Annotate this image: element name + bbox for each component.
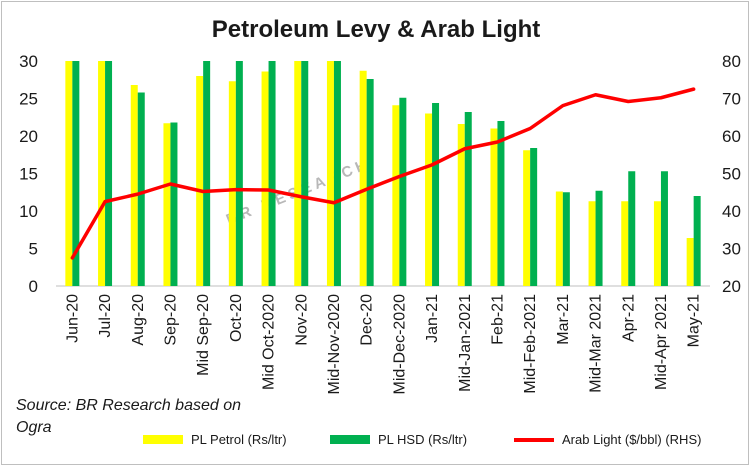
bar-hsd — [366, 79, 374, 286]
x-category-label: Mid-Dec-2020 — [391, 294, 408, 395]
source-line-2: Ogra — [16, 419, 52, 436]
x-category-label: Mid-Nov-2020 — [326, 294, 343, 395]
y-right-tick-label: 70 — [722, 90, 741, 109]
y-left-tick-label: 0 — [29, 277, 38, 296]
bar-hsd — [464, 112, 472, 286]
legend-label-hsd: PL HSD (Rs/ltr) — [378, 432, 468, 447]
bar-hsd — [530, 148, 538, 286]
x-category-label: Mid-Mar 2021 — [588, 294, 605, 393]
bar-petrol — [228, 81, 236, 286]
x-category-label: Mid-Jan-2021 — [457, 294, 474, 392]
x-category-label: Jul-20 — [97, 294, 114, 338]
source-line-1: Source: BR Research based on — [16, 397, 242, 414]
bar-petrol — [490, 128, 498, 286]
y-left-tick-label: 30 — [19, 52, 38, 71]
x-category-label: Sep-20 — [162, 294, 179, 346]
x-category-label: May-21 — [686, 294, 703, 347]
legend-swatch-petrol — [143, 435, 183, 444]
x-category-label: Jan-21 — [424, 294, 441, 343]
y-left-tick-label: 5 — [29, 240, 38, 259]
x-category-label: Oct-20 — [228, 294, 245, 342]
bar-petrol — [98, 61, 106, 286]
bar-petrol — [294, 61, 302, 286]
bar-petrol — [163, 123, 171, 286]
bar-petrol — [653, 201, 661, 286]
bar-hsd — [203, 61, 211, 286]
bar-hsd — [105, 61, 113, 286]
chart-title: Petroleum Levy & Arab Light — [211, 16, 541, 43]
bar-hsd — [399, 97, 407, 286]
bar-petrol — [326, 61, 334, 286]
bar-hsd — [660, 171, 668, 286]
y-right-tick-label: 40 — [722, 202, 741, 221]
y-left-tick-label: 15 — [19, 165, 38, 184]
bar-petrol — [130, 85, 138, 286]
bar-hsd — [693, 196, 701, 286]
y-right-tick-label: 80 — [722, 52, 741, 71]
y-right-tick-label: 20 — [722, 277, 741, 296]
bar-petrol — [457, 124, 465, 286]
bar-petrol — [65, 61, 73, 286]
x-category-label: Apr-21 — [620, 294, 637, 342]
bar-hsd — [268, 61, 276, 286]
y-left-tick-label: 20 — [19, 127, 38, 146]
legend-swatch-arab-light — [514, 437, 554, 442]
y-left-tick-label: 10 — [19, 202, 38, 221]
bar-hsd — [301, 61, 309, 286]
bar-hsd — [235, 61, 243, 286]
x-category-label: Nov-20 — [293, 294, 310, 346]
bar-hsd — [628, 171, 636, 286]
x-category-label: Mid-Apr 2021 — [653, 294, 670, 390]
bar-petrol — [588, 201, 596, 286]
bar-hsd — [137, 92, 145, 286]
legend-item-petrol: PL Petrol (Rs/ltr) — [143, 432, 287, 447]
bar-hsd — [595, 190, 603, 286]
x-category-label: Mar-21 — [555, 294, 572, 345]
x-category-label: Aug-20 — [130, 294, 147, 346]
bar-hsd — [562, 192, 570, 286]
legend-swatch-hsd — [330, 435, 370, 444]
bar-hsd — [432, 103, 440, 286]
x-category-label: Jun-20 — [64, 294, 81, 343]
bar-petrol — [523, 150, 531, 286]
bar-petrol — [621, 201, 629, 286]
legend-item-arab-light: Arab Light ($/bbl) (RHS) — [514, 432, 701, 447]
bar-hsd — [170, 122, 178, 286]
bar-hsd — [333, 61, 341, 286]
legend-label-arab-light: Arab Light ($/bbl) (RHS) — [562, 432, 702, 447]
bar-petrol — [425, 113, 433, 286]
y-right-tick-label: 60 — [722, 127, 741, 146]
x-category-label: Mid Sep-20 — [195, 294, 212, 376]
bar-petrol — [555, 191, 563, 286]
x-category-label: Mid Oct-2020 — [261, 294, 278, 390]
bar-hsd — [72, 61, 80, 286]
bar-petrol — [261, 71, 269, 286]
legend-label-petrol: PL Petrol (Rs/ltr) — [191, 432, 287, 447]
bar-petrol — [359, 70, 367, 286]
source-note: Source: BR Research based on Ogra — [16, 395, 256, 439]
y-right-tick-label: 30 — [722, 240, 741, 259]
bar-petrol — [392, 105, 400, 286]
x-category-label: Feb-21 — [489, 294, 506, 345]
x-category-label: Dec-20 — [359, 294, 376, 346]
x-category-label: Mid-Feb-2021 — [522, 294, 539, 394]
line-arab-light — [70, 87, 696, 260]
bar-petrol — [686, 238, 694, 286]
y-left-tick-label: 25 — [19, 90, 38, 109]
legend-item-hsd: PL HSD (Rs/ltr) — [330, 432, 467, 447]
bar-petrol — [196, 76, 204, 286]
y-right-tick-label: 50 — [722, 165, 741, 184]
bar-hsd — [497, 121, 505, 286]
